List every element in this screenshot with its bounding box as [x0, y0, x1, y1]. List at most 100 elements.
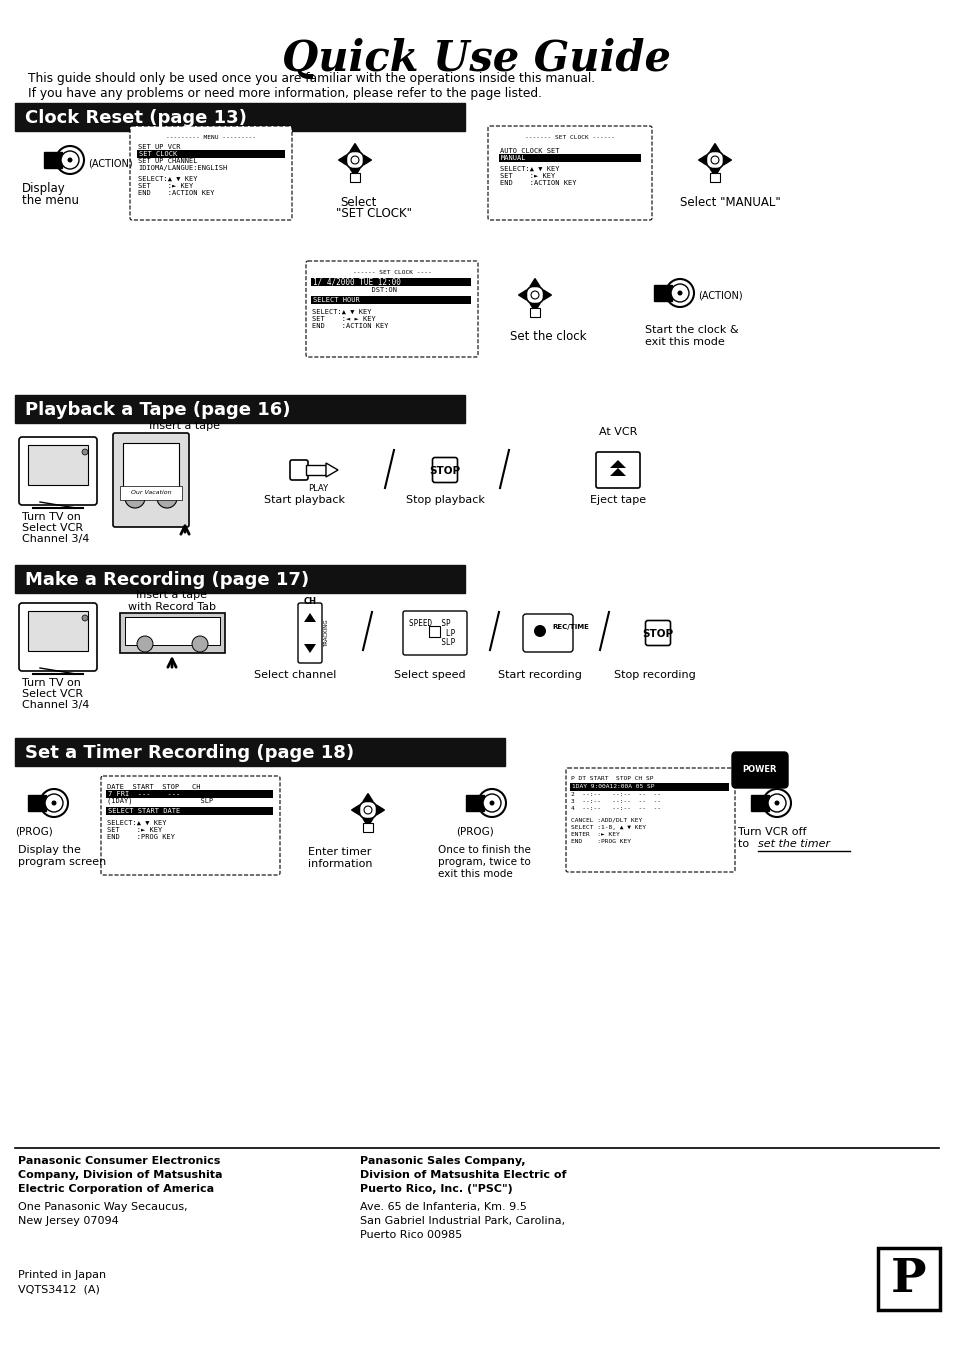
Text: At VCR: At VCR — [598, 428, 637, 437]
FancyBboxPatch shape — [15, 738, 504, 765]
Text: END    :PROG KEY: END :PROG KEY — [571, 839, 630, 844]
Text: Make a Recording (page 17): Make a Recording (page 17) — [25, 571, 309, 588]
Circle shape — [351, 157, 358, 163]
Text: Enter timer: Enter timer — [308, 847, 372, 857]
Text: Set a Timer Recording (page 18): Set a Timer Recording (page 18) — [25, 744, 354, 761]
FancyBboxPatch shape — [709, 173, 720, 183]
Text: Panasonic Sales Company,
Division of Matsushita Electric of
Puerto Rico, Inc. (": Panasonic Sales Company, Division of Mat… — [359, 1156, 566, 1194]
Text: Our Vacation: Our Vacation — [131, 490, 172, 496]
Circle shape — [534, 625, 545, 637]
Circle shape — [482, 794, 500, 812]
Polygon shape — [530, 304, 539, 312]
FancyBboxPatch shape — [15, 565, 464, 592]
FancyBboxPatch shape — [106, 790, 273, 798]
Circle shape — [51, 801, 56, 805]
Text: SELECT HOUR: SELECT HOUR — [313, 297, 359, 302]
Text: to: to — [738, 839, 752, 849]
FancyBboxPatch shape — [123, 443, 179, 488]
Text: Clock Reset (page 13): Clock Reset (page 13) — [25, 109, 247, 127]
Text: DATE  START  STOP   CH: DATE START STOP CH — [107, 785, 200, 790]
Text: DST:ON: DST:ON — [312, 287, 396, 293]
Text: This guide should only be used once you are familiar with the operations inside : This guide should only be used once you … — [28, 72, 595, 84]
FancyBboxPatch shape — [15, 104, 464, 131]
Polygon shape — [304, 644, 315, 652]
Text: SET CLOCK: SET CLOCK — [139, 151, 177, 157]
Text: Playback a Tape (page 16): Playback a Tape (page 16) — [25, 400, 291, 419]
Text: PLAY: PLAY — [308, 484, 328, 493]
FancyBboxPatch shape — [137, 150, 285, 158]
Text: (PROG): (PROG) — [456, 827, 494, 838]
Polygon shape — [304, 613, 315, 622]
Text: Select VCR: Select VCR — [22, 523, 83, 533]
FancyBboxPatch shape — [569, 783, 728, 790]
Text: SELECT :1-8, ▲ ▼ KEY: SELECT :1-8, ▲ ▼ KEY — [571, 825, 645, 829]
Text: END    :ACTION KEY: END :ACTION KEY — [138, 191, 214, 196]
Text: SET    :► KEY: SET :► KEY — [499, 173, 555, 178]
Polygon shape — [350, 169, 359, 177]
FancyBboxPatch shape — [28, 445, 88, 485]
Text: SPEED  SP: SPEED SP — [409, 618, 450, 628]
Text: "SET CLOCK": "SET CLOCK" — [335, 207, 412, 221]
Text: 3  --:--   --:--  --  --: 3 --:-- --:-- -- -- — [571, 799, 660, 804]
Text: Quick Use Guide: Quick Use Guide — [282, 38, 671, 80]
Polygon shape — [518, 290, 526, 300]
Text: Stop recording: Stop recording — [614, 670, 695, 680]
FancyBboxPatch shape — [112, 433, 189, 527]
FancyBboxPatch shape — [596, 452, 639, 488]
Text: Channel 3/4: Channel 3/4 — [22, 700, 90, 710]
FancyBboxPatch shape — [19, 603, 97, 671]
Text: CANCEL :ADD/DLT KEY: CANCEL :ADD/DLT KEY — [571, 819, 641, 823]
Text: Select VCR: Select VCR — [22, 689, 83, 699]
FancyBboxPatch shape — [363, 823, 373, 832]
FancyBboxPatch shape — [350, 173, 359, 183]
Text: P DT START  STOP CH SP: P DT START STOP CH SP — [571, 776, 653, 780]
Text: 1/ 4/2000 TUE 12:00: 1/ 4/2000 TUE 12:00 — [313, 278, 400, 286]
Polygon shape — [530, 279, 539, 286]
Text: 4  --:--   --:--  --  --: 4 --:-- --:-- -- -- — [571, 806, 660, 810]
FancyBboxPatch shape — [530, 308, 539, 317]
Text: Select: Select — [339, 196, 376, 208]
Text: P: P — [890, 1256, 925, 1302]
Text: TRACKING: TRACKING — [324, 620, 329, 647]
Polygon shape — [543, 290, 551, 300]
Text: CH: CH — [303, 597, 316, 606]
Text: SET UP CHANNEL: SET UP CHANNEL — [138, 158, 197, 163]
Text: AUTO CLOCK SET: AUTO CLOCK SET — [499, 148, 558, 154]
FancyBboxPatch shape — [750, 795, 768, 810]
FancyBboxPatch shape — [106, 808, 273, 814]
Circle shape — [670, 285, 688, 302]
FancyBboxPatch shape — [402, 612, 467, 655]
Text: Insert a tape: Insert a tape — [136, 590, 208, 601]
Text: SET UP VCR: SET UP VCR — [138, 144, 180, 150]
FancyBboxPatch shape — [654, 285, 671, 301]
Text: --------- MENU ---------: --------- MENU --------- — [166, 135, 255, 140]
FancyBboxPatch shape — [101, 776, 280, 874]
FancyBboxPatch shape — [565, 768, 734, 872]
FancyBboxPatch shape — [125, 617, 220, 646]
FancyBboxPatch shape — [28, 612, 88, 651]
Circle shape — [61, 151, 79, 169]
Polygon shape — [326, 463, 337, 477]
Text: Turn TV on: Turn TV on — [22, 678, 81, 688]
Text: (ACTION): (ACTION) — [88, 158, 132, 168]
Text: If you have any problems or need more information, please refer to the page list: If you have any problems or need more in… — [28, 87, 541, 99]
Polygon shape — [363, 794, 373, 802]
Text: SLP: SLP — [409, 637, 455, 647]
Text: information: information — [308, 859, 372, 869]
Text: SELECT:▲ ▼ KEY: SELECT:▲ ▼ KEY — [138, 176, 197, 183]
Text: Eject tape: Eject tape — [589, 494, 645, 505]
FancyBboxPatch shape — [522, 614, 573, 652]
FancyBboxPatch shape — [429, 627, 439, 637]
FancyBboxPatch shape — [432, 458, 457, 482]
FancyBboxPatch shape — [645, 621, 670, 646]
Circle shape — [137, 636, 152, 652]
Circle shape — [157, 488, 177, 508]
Text: program, twice to: program, twice to — [437, 857, 530, 868]
Text: END    :PROG KEY: END :PROG KEY — [107, 834, 174, 840]
Text: MANUAL: MANUAL — [500, 155, 526, 161]
Text: (ACTION): (ACTION) — [698, 291, 741, 301]
Polygon shape — [363, 155, 371, 165]
Text: exit this mode: exit this mode — [437, 869, 512, 878]
Circle shape — [531, 291, 538, 300]
Circle shape — [68, 158, 72, 162]
